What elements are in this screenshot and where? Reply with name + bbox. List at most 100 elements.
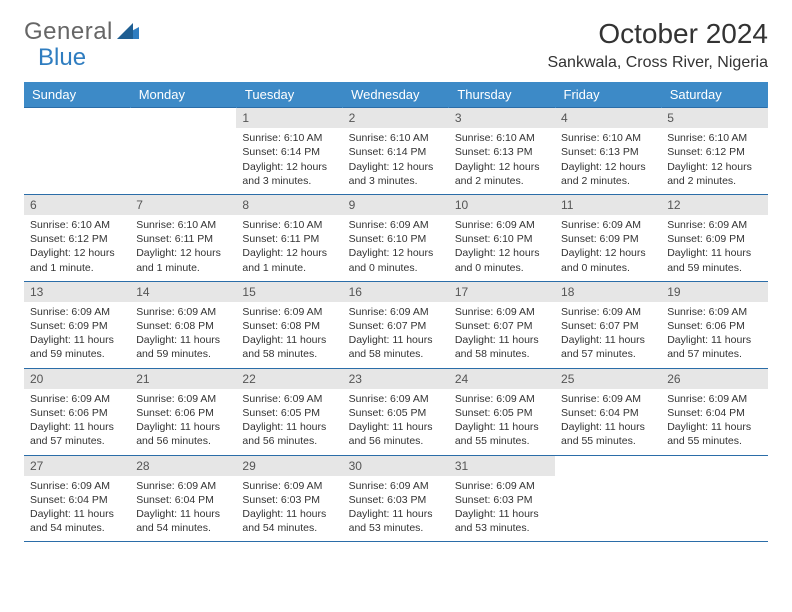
sunset-text: Sunset: 6:11 PM [242, 232, 336, 246]
day-number: 28 [130, 456, 236, 476]
sunrise-text: Sunrise: 6:10 AM [349, 131, 443, 145]
day-info: Sunrise: 6:09 AMSunset: 6:07 PMDaylight:… [343, 302, 449, 368]
day-number: 7 [130, 195, 236, 215]
calendar-day-cell: 18Sunrise: 6:09 AMSunset: 6:07 PMDayligh… [555, 281, 661, 368]
sunset-text: Sunset: 6:06 PM [667, 319, 761, 333]
calendar-day-cell: 24Sunrise: 6:09 AMSunset: 6:05 PMDayligh… [449, 368, 555, 455]
calendar-day-cell: 10Sunrise: 6:09 AMSunset: 6:10 PMDayligh… [449, 194, 555, 281]
calendar-day-cell: 5Sunrise: 6:10 AMSunset: 6:12 PMDaylight… [661, 108, 767, 195]
header: General October 2024 Sankwala, Cross Riv… [24, 18, 768, 72]
calendar-day-cell: 1Sunrise: 6:10 AMSunset: 6:14 PMDaylight… [236, 108, 342, 195]
sunset-text: Sunset: 6:12 PM [667, 145, 761, 159]
sunrise-text: Sunrise: 6:09 AM [242, 392, 336, 406]
sunset-text: Sunset: 6:05 PM [455, 406, 549, 420]
day-info: Sunrise: 6:09 AMSunset: 6:04 PMDaylight:… [130, 476, 236, 542]
daylight-text: Daylight: 11 hours and 54 minutes. [136, 507, 230, 535]
sunrise-text: Sunrise: 6:10 AM [667, 131, 761, 145]
month-title: October 2024 [547, 18, 768, 50]
day-number: 29 [236, 456, 342, 476]
day-number: 3 [449, 108, 555, 128]
calendar-day-cell: 16Sunrise: 6:09 AMSunset: 6:07 PMDayligh… [343, 281, 449, 368]
sunrise-text: Sunrise: 6:09 AM [455, 479, 549, 493]
calendar-day-cell: 23Sunrise: 6:09 AMSunset: 6:05 PMDayligh… [343, 368, 449, 455]
daylight-text: Daylight: 11 hours and 56 minutes. [242, 420, 336, 448]
day-number: 1 [236, 108, 342, 128]
sunset-text: Sunset: 6:09 PM [667, 232, 761, 246]
daylight-text: Daylight: 11 hours and 54 minutes. [242, 507, 336, 535]
daylight-text: Daylight: 11 hours and 58 minutes. [242, 333, 336, 361]
sunset-text: Sunset: 6:14 PM [242, 145, 336, 159]
day-number: 14 [130, 282, 236, 302]
daylight-text: Daylight: 11 hours and 58 minutes. [349, 333, 443, 361]
day-info: Sunrise: 6:09 AMSunset: 6:09 PMDaylight:… [24, 302, 130, 368]
day-info: Sunrise: 6:09 AMSunset: 6:06 PMDaylight:… [661, 302, 767, 368]
calendar-day-cell: 30Sunrise: 6:09 AMSunset: 6:03 PMDayligh… [343, 455, 449, 542]
calendar-day-cell: 14Sunrise: 6:09 AMSunset: 6:08 PMDayligh… [130, 281, 236, 368]
day-number: 31 [449, 456, 555, 476]
sunset-text: Sunset: 6:07 PM [455, 319, 549, 333]
day-info: Sunrise: 6:09 AMSunset: 6:10 PMDaylight:… [449, 215, 555, 281]
day-number: 12 [661, 195, 767, 215]
day-number: 20 [24, 369, 130, 389]
logo-mark-icon [117, 18, 139, 46]
sunrise-text: Sunrise: 6:09 AM [349, 305, 443, 319]
sunrise-text: Sunrise: 6:09 AM [30, 305, 124, 319]
weekday-header: Tuesday [236, 82, 342, 108]
sunset-text: Sunset: 6:03 PM [349, 493, 443, 507]
sunset-text: Sunset: 6:10 PM [349, 232, 443, 246]
day-info: Sunrise: 6:09 AMSunset: 6:04 PMDaylight:… [24, 476, 130, 542]
day-info: Sunrise: 6:10 AMSunset: 6:14 PMDaylight:… [236, 128, 342, 194]
daylight-text: Daylight: 12 hours and 0 minutes. [455, 246, 549, 274]
calendar-header-row: SundayMondayTuesdayWednesdayThursdayFrid… [24, 82, 768, 108]
day-number: 9 [343, 195, 449, 215]
day-info: Sunrise: 6:09 AMSunset: 6:03 PMDaylight:… [449, 476, 555, 542]
sunset-text: Sunset: 6:08 PM [242, 319, 336, 333]
sunrise-text: Sunrise: 6:10 AM [242, 218, 336, 232]
weekday-header: Saturday [661, 82, 767, 108]
calendar-day-cell: 15Sunrise: 6:09 AMSunset: 6:08 PMDayligh… [236, 281, 342, 368]
day-info: Sunrise: 6:09 AMSunset: 6:08 PMDaylight:… [236, 302, 342, 368]
day-info: Sunrise: 6:09 AMSunset: 6:05 PMDaylight:… [343, 389, 449, 455]
calendar-day-cell: 2Sunrise: 6:10 AMSunset: 6:14 PMDaylight… [343, 108, 449, 195]
calendar-day-cell: 9Sunrise: 6:09 AMSunset: 6:10 PMDaylight… [343, 194, 449, 281]
day-number: 17 [449, 282, 555, 302]
daylight-text: Daylight: 12 hours and 2 minutes. [561, 160, 655, 188]
day-number: 2 [343, 108, 449, 128]
daylight-text: Daylight: 12 hours and 1 minute. [242, 246, 336, 274]
sunset-text: Sunset: 6:04 PM [136, 493, 230, 507]
sunrise-text: Sunrise: 6:09 AM [30, 392, 124, 406]
location: Sankwala, Cross River, Nigeria [547, 54, 768, 72]
day-info: Sunrise: 6:09 AMSunset: 6:09 PMDaylight:… [661, 215, 767, 281]
day-number: 13 [24, 282, 130, 302]
daylight-text: Daylight: 11 hours and 54 minutes. [30, 507, 124, 535]
sunrise-text: Sunrise: 6:09 AM [667, 305, 761, 319]
sunset-text: Sunset: 6:05 PM [349, 406, 443, 420]
sunrise-text: Sunrise: 6:09 AM [349, 479, 443, 493]
sunrise-text: Sunrise: 6:09 AM [242, 479, 336, 493]
daylight-text: Daylight: 11 hours and 56 minutes. [349, 420, 443, 448]
sunset-text: Sunset: 6:04 PM [561, 406, 655, 420]
logo-text-blue: Blue [38, 44, 86, 72]
calendar-day-cell: 8Sunrise: 6:10 AMSunset: 6:11 PMDaylight… [236, 194, 342, 281]
calendar-day-cell: 27Sunrise: 6:09 AMSunset: 6:04 PMDayligh… [24, 455, 130, 542]
daylight-text: Daylight: 11 hours and 55 minutes. [455, 420, 549, 448]
sunrise-text: Sunrise: 6:10 AM [561, 131, 655, 145]
day-info: Sunrise: 6:09 AMSunset: 6:07 PMDaylight:… [449, 302, 555, 368]
daylight-text: Daylight: 11 hours and 57 minutes. [30, 420, 124, 448]
day-number: 11 [555, 195, 661, 215]
day-number: 5 [661, 108, 767, 128]
calendar-day-cell: 7Sunrise: 6:10 AMSunset: 6:11 PMDaylight… [130, 194, 236, 281]
sunset-text: Sunset: 6:06 PM [136, 406, 230, 420]
daylight-text: Daylight: 12 hours and 2 minutes. [455, 160, 549, 188]
weekday-header: Friday [555, 82, 661, 108]
sunset-text: Sunset: 6:07 PM [349, 319, 443, 333]
sunrise-text: Sunrise: 6:09 AM [136, 392, 230, 406]
day-number: 22 [236, 369, 342, 389]
day-info: Sunrise: 6:09 AMSunset: 6:09 PMDaylight:… [555, 215, 661, 281]
sunrise-text: Sunrise: 6:09 AM [561, 305, 655, 319]
sunrise-text: Sunrise: 6:10 AM [455, 131, 549, 145]
calendar-day-cell: 31Sunrise: 6:09 AMSunset: 6:03 PMDayligh… [449, 455, 555, 542]
day-number: 15 [236, 282, 342, 302]
daylight-text: Daylight: 12 hours and 3 minutes. [349, 160, 443, 188]
calendar-day-cell: 12Sunrise: 6:09 AMSunset: 6:09 PMDayligh… [661, 194, 767, 281]
